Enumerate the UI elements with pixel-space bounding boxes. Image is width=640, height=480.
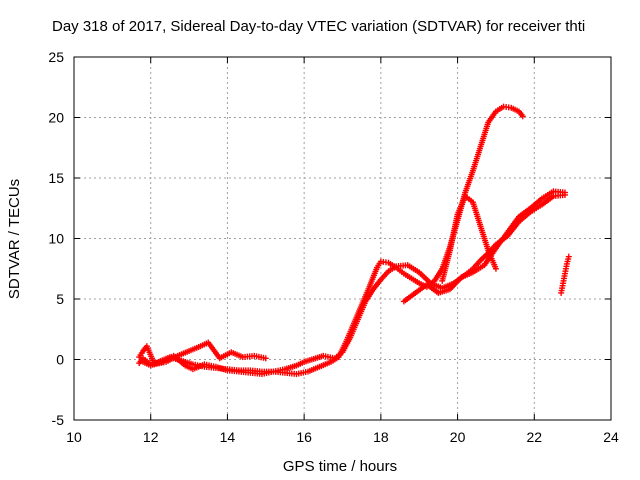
x-tick-label: 20 bbox=[450, 429, 466, 445]
x-tick-label: 18 bbox=[373, 429, 389, 445]
track-a-point bbox=[519, 113, 526, 120]
track-e-point bbox=[492, 265, 499, 272]
y-tick-label: -5 bbox=[52, 412, 65, 428]
y-tick-label: 15 bbox=[48, 170, 64, 186]
x-tick-label: 24 bbox=[603, 429, 619, 445]
x-tick-label: 12 bbox=[143, 429, 159, 445]
x-tick-label: 16 bbox=[296, 429, 312, 445]
y-tick-label: 0 bbox=[56, 352, 64, 368]
y-axis-label: SDTVAR / TECUs bbox=[6, 179, 23, 299]
data-points bbox=[136, 103, 572, 378]
grid-lines bbox=[74, 57, 611, 420]
x-axis-label: GPS time / hours bbox=[283, 458, 397, 475]
y-tick-label: 20 bbox=[48, 110, 64, 126]
x-tick-label: 10 bbox=[66, 429, 82, 445]
y-tick-label: 10 bbox=[48, 231, 64, 247]
y-tick-label: 5 bbox=[56, 291, 64, 307]
track-f-point bbox=[565, 253, 572, 260]
track-c-point bbox=[262, 355, 269, 362]
x-tick-label: 14 bbox=[220, 429, 236, 445]
axis-ticks: 10 12 14 16 18 20 22 24 -5 0 5 10 15 20 25 bbox=[48, 49, 619, 445]
y-tick-label: 25 bbox=[48, 49, 64, 65]
x-tick-label: 22 bbox=[526, 429, 542, 445]
chart-title: Day 318 of 2017, Sidereal Day-to-day VTE… bbox=[52, 18, 585, 35]
track-d-point bbox=[561, 189, 568, 196]
